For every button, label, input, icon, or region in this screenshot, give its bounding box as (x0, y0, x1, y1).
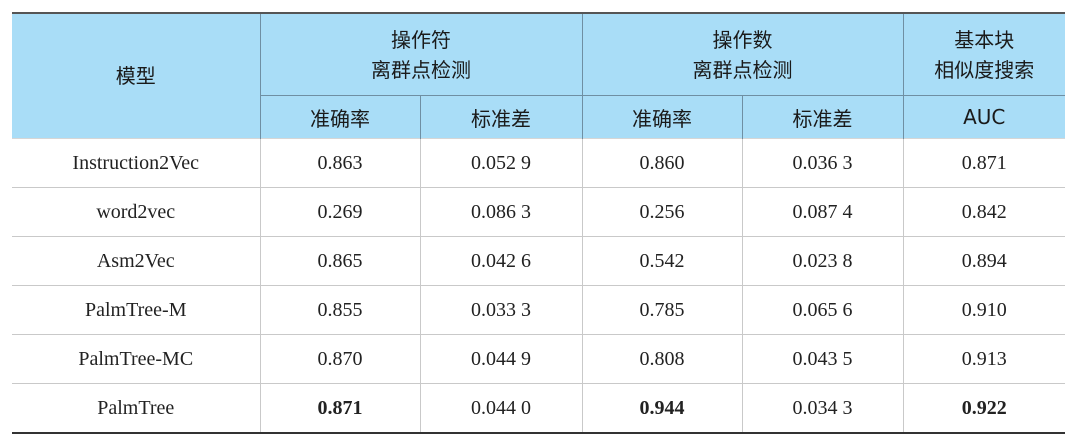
cell-value: 0.023 8 (741, 236, 904, 286)
cell-value: 0.871 (259, 383, 421, 434)
cell-value: 0.910 (902, 285, 1065, 335)
cell-value: 0.043 5 (741, 334, 904, 384)
table-row: PalmTree 0.871 0.044 0 0.944 0.034 3 0.922 (12, 383, 1065, 434)
subheader: 准确率 (581, 95, 743, 139)
group-header: 操作符 离群点检测 (259, 13, 583, 96)
cell-value: 0.863 (259, 138, 421, 188)
table-header: 模型 操作符 离群点检测 操作数 离群点检测 基本块 相似度搜索 准确率 标准差 准确率 标准差 AU… (12, 13, 1065, 139)
cell-value: 0.922 (902, 383, 1065, 434)
subheader: 标准差 (741, 95, 904, 139)
cell-value: 0.052 9 (419, 138, 583, 188)
subheader-row: 准确率 标准差 准确率 标准差 AUC (12, 95, 1065, 139)
cell-value: 0.033 3 (419, 285, 583, 335)
cell-value: 0.808 (581, 334, 743, 384)
cell-value: 0.034 3 (741, 383, 904, 434)
cell-value: 0.870 (259, 334, 421, 384)
cell-value: 0.855 (259, 285, 421, 335)
group-header-line: 离群点检测 (371, 57, 471, 82)
cell-value: 0.087 4 (741, 187, 904, 237)
group-header-line: 离群点检测 (692, 57, 793, 82)
cell-value: 0.036 3 (741, 138, 904, 188)
cell-value: 0.944 (581, 383, 743, 434)
group-header-line: 相似度搜索 (934, 57, 1035, 82)
model-name: PalmTree (12, 383, 261, 434)
table: 模型 操作符 离群点检测 操作数 离群点检测 基本块 相似度搜索 准确率 标准差 准确率 标准差 AU… (12, 12, 1065, 434)
cell-value: 0.785 (581, 285, 743, 335)
model-name: Asm2Vec (12, 236, 261, 286)
table-row: word2vec 0.269 0.086 3 0.256 0.087 4 0.842 (12, 187, 1065, 237)
cell-value: 0.044 9 (419, 334, 583, 384)
group-header-line: 基本块 (954, 27, 1015, 52)
cell-value: 0.044 0 (419, 383, 583, 434)
cell-value: 0.894 (902, 236, 1065, 286)
cell-value: 0.065 6 (741, 285, 904, 335)
model-header: 模型 (12, 13, 261, 139)
group-header: 操作数 离群点检测 (581, 13, 904, 96)
cell-value: 0.086 3 (419, 187, 583, 237)
table-container: 模型 操作符 离群点检测 操作数 离群点检测 基本块 相似度搜索 准确率 标准差 准确率 标准差 AU… (12, 12, 1065, 434)
table-row: PalmTree-MC 0.870 0.044 9 0.808 0.043 5 0.913 (12, 334, 1065, 384)
model-name: Instruction2Vec (12, 138, 261, 188)
cell-value: 0.042 6 (419, 236, 583, 286)
cell-value: 0.542 (581, 236, 743, 286)
cell-value: 0.256 (581, 187, 743, 237)
group-header-line: 操作符 (391, 27, 451, 52)
cell-value: 0.842 (902, 187, 1065, 237)
group-header: 基本块 相似度搜索 (902, 13, 1065, 96)
model-name: PalmTree-M (12, 285, 261, 335)
table-row: PalmTree-M 0.855 0.033 3 0.785 0.065 6 0.910 (12, 285, 1065, 335)
subheader: AUC (902, 95, 1065, 139)
subheader: 标准差 (419, 95, 583, 139)
header-row: 模型 操作符 离群点检测 操作数 离群点检测 基本块 相似度搜索 (12, 13, 1065, 139)
cell-value: 0.913 (902, 334, 1065, 384)
subheader: 准确率 (259, 95, 421, 139)
cell-value: 0.871 (902, 138, 1065, 188)
group-header-line: 操作数 (712, 27, 773, 52)
cell-value: 0.865 (259, 236, 421, 286)
cell-value: 0.860 (581, 138, 743, 188)
table-row: Asm2Vec 0.865 0.042 6 0.542 0.023 8 0.894 (12, 236, 1065, 286)
model-name: PalmTree-MC (12, 334, 261, 384)
cell-value: 0.269 (259, 187, 421, 237)
model-name: word2vec (12, 187, 261, 237)
